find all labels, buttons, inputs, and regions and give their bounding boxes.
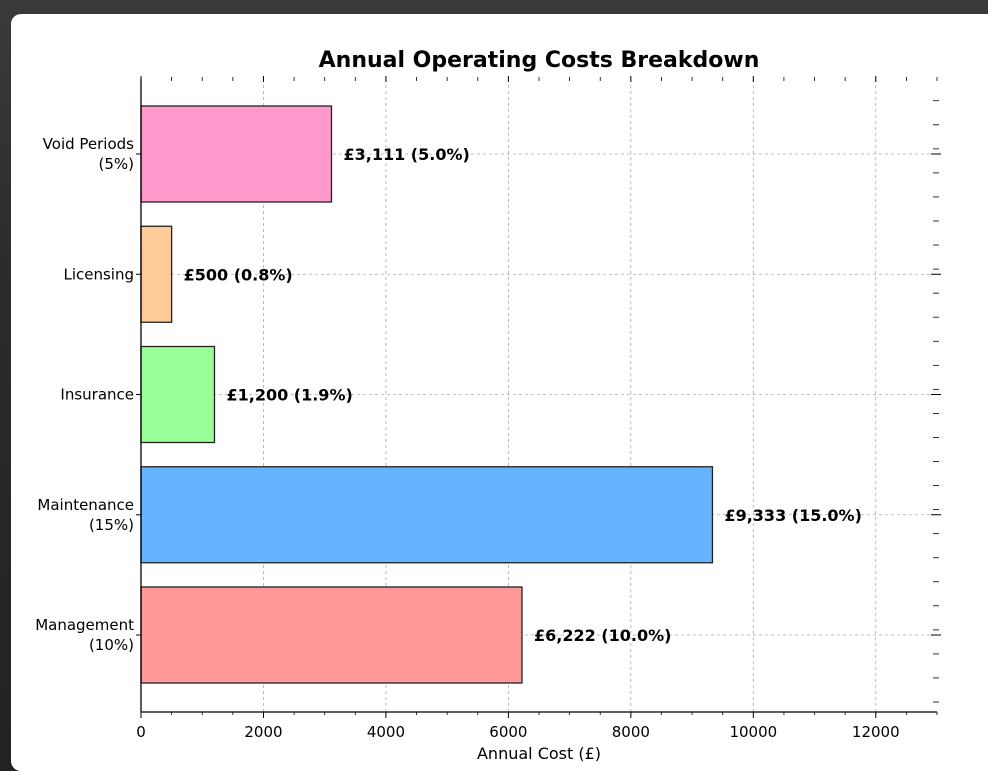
axes xyxy=(136,76,941,718)
x-tick-label: 8000 xyxy=(612,723,650,741)
x-axis-title: Annual Cost (£) xyxy=(477,744,601,763)
x-tick-label: 2000 xyxy=(244,723,282,741)
x-tick-label: 12000 xyxy=(852,723,900,741)
y-tick-label: (15%) xyxy=(89,516,134,534)
data-label: £1,200 (1.9%) xyxy=(226,386,352,405)
bar-chart: 0 2000 4000 6000 8000 10000 12000 Management (10… xyxy=(35,48,941,763)
data-label: £6,222 (10.0%) xyxy=(534,626,671,645)
data-label: £9,333 (15.0%) xyxy=(724,506,861,525)
bar xyxy=(140,586,523,684)
x-tick-label: 0 xyxy=(136,723,146,741)
y-tick-label: Licensing xyxy=(63,265,134,283)
labels: 0 2000 4000 6000 8000 10000 12000 Management (10… xyxy=(35,135,899,741)
bars xyxy=(140,105,714,684)
x-tick-label: 4000 xyxy=(367,723,405,741)
data-label: £3,111 (5.0%) xyxy=(343,145,469,164)
bar xyxy=(140,105,333,203)
bar xyxy=(140,225,173,323)
x-tick-label: 10000 xyxy=(729,723,777,741)
chart-window: 0 2000 4000 6000 8000 10000 12000 Management (10… xyxy=(11,14,988,771)
y-tick-label: Insurance xyxy=(60,386,134,404)
chart-title: Annual Operating Costs Breakdown xyxy=(319,48,760,73)
data-label: £500 (0.8%) xyxy=(184,265,293,284)
y-tick-label: (10%) xyxy=(89,636,134,654)
y-tick-label: Maintenance xyxy=(37,496,134,514)
x-tick-label: 6000 xyxy=(489,723,527,741)
bar xyxy=(140,345,216,444)
y-tick-label: Management xyxy=(35,616,134,634)
bar xyxy=(140,466,714,564)
y-tick-label: Void Periods xyxy=(43,135,135,153)
y-tick-label: (5%) xyxy=(98,155,134,173)
